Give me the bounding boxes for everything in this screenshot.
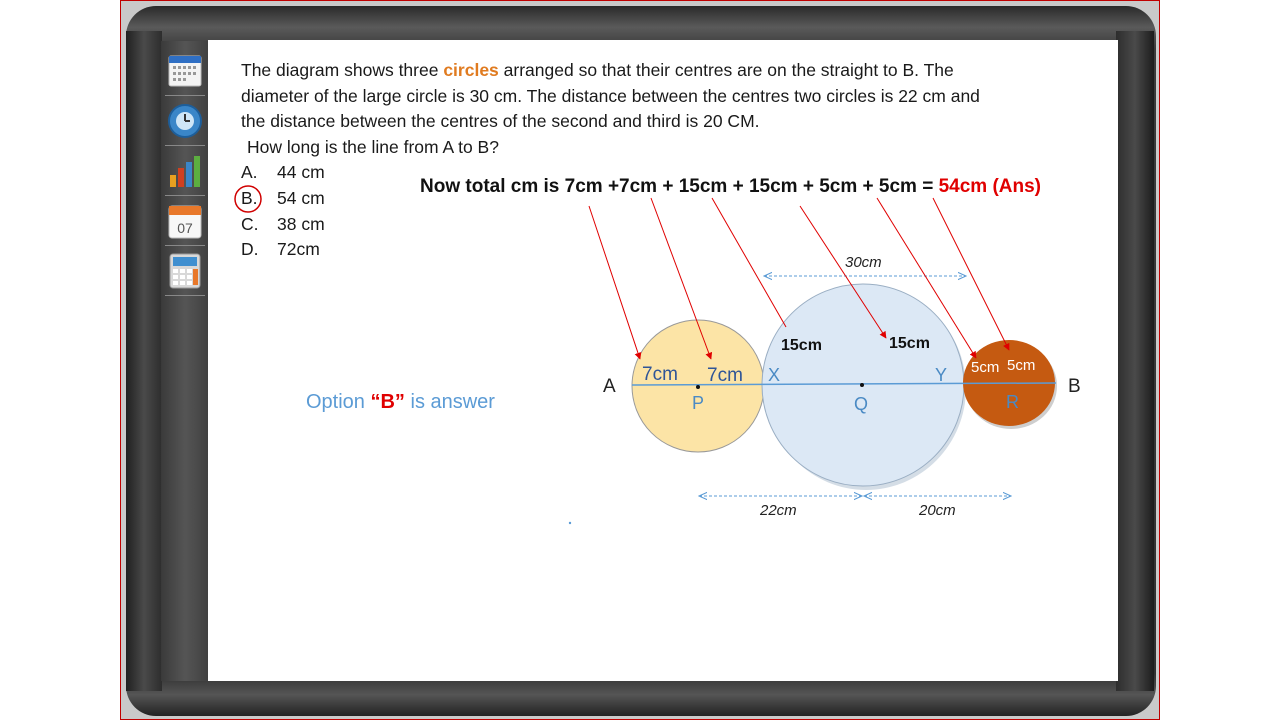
question-line-3: the distance between the centres of the … xyxy=(241,111,760,131)
question-text: The diagram shows three xyxy=(241,60,444,80)
solution-answer: 54cm (Ans) xyxy=(938,176,1041,197)
distance-label-pq: 22cm xyxy=(759,502,797,519)
calculator-icon[interactable] xyxy=(165,247,205,296)
pointer-arrow xyxy=(650,197,713,360)
option-answer-letter: “B” xyxy=(370,391,405,413)
distance-label-qr: 20cm xyxy=(918,502,956,519)
label-a: A xyxy=(603,376,616,397)
option-text: 72cm xyxy=(277,239,320,259)
option-letter: B. xyxy=(241,188,258,208)
option-b[interactable]: B. 54 cm xyxy=(241,188,325,209)
radius-label-q-right: 15cm xyxy=(889,335,930,352)
option-answer-post: is answer xyxy=(404,391,495,413)
bezel-left-edge xyxy=(126,31,162,691)
label-p: P xyxy=(692,393,704,413)
center-dot-p xyxy=(696,385,700,389)
diameter-label: 30cm xyxy=(845,254,882,271)
option-letter: D. xyxy=(241,239,259,259)
option-answer-pre: Option xyxy=(306,391,371,413)
radius-label-r-left: 5cm xyxy=(971,359,999,376)
label-r: R xyxy=(1006,392,1019,412)
calendar-day-icon[interactable]: 07 xyxy=(165,197,205,246)
question-text: arranged so that their centres are on th… xyxy=(498,60,954,80)
bar-chart-icon[interactable] xyxy=(165,147,205,196)
pointer-arrow xyxy=(932,197,1010,351)
option-answer-statement: Option “B” is answer xyxy=(306,391,495,414)
option-letter: C. xyxy=(241,214,259,234)
line-a-b xyxy=(631,382,1057,386)
option-text: 38 cm xyxy=(277,214,325,234)
stray-dot xyxy=(568,521,572,525)
selected-option-ring xyxy=(234,185,262,213)
pointer-line xyxy=(711,197,787,328)
radius-label-p-left: 7cm xyxy=(642,364,678,385)
bezel-right-edge xyxy=(1116,31,1154,691)
question-line-4: How long is the line from A to B? xyxy=(247,137,499,157)
option-a[interactable]: A. 44 cm xyxy=(241,162,325,183)
center-dot-q xyxy=(860,383,864,387)
option-text: 54 cm xyxy=(277,188,325,208)
label-q: Q xyxy=(854,394,868,414)
highlight-word: circles xyxy=(443,60,499,80)
pointer-arrow xyxy=(588,205,642,360)
question-line-1: The diagram shows three circles arranged… xyxy=(241,60,954,81)
option-text: 44 cm xyxy=(277,162,325,182)
calendar-day-number: 07 xyxy=(177,220,193,236)
radius-label-q-left: 15cm xyxy=(781,337,822,354)
pointer-arrow xyxy=(799,205,887,339)
solution-total: Now total cm is 7cm +7cm + 15cm + 15cm +… xyxy=(420,176,1041,198)
tool-sidebar: 07 xyxy=(161,41,209,681)
radius-label-r-right: 5cm xyxy=(1007,357,1035,374)
option-d[interactable]: D. 72cm xyxy=(241,239,320,260)
pointer-arrow xyxy=(876,197,977,359)
radius-label-p-right: 7cm xyxy=(707,365,743,386)
solution-sum: Now total cm is 7cm +7cm + 15cm + 15cm +… xyxy=(420,176,939,197)
label-x: X xyxy=(768,365,780,385)
option-c[interactable]: C. 38 cm xyxy=(241,214,325,235)
option-letter: A. xyxy=(241,162,258,182)
label-y: Y xyxy=(935,365,947,385)
label-b: B xyxy=(1068,376,1081,397)
question-line-2: diameter of the large circle is 30 cm. T… xyxy=(241,86,980,106)
clock-icon[interactable] xyxy=(165,97,205,146)
calendar-grid-icon[interactable] xyxy=(165,47,205,96)
